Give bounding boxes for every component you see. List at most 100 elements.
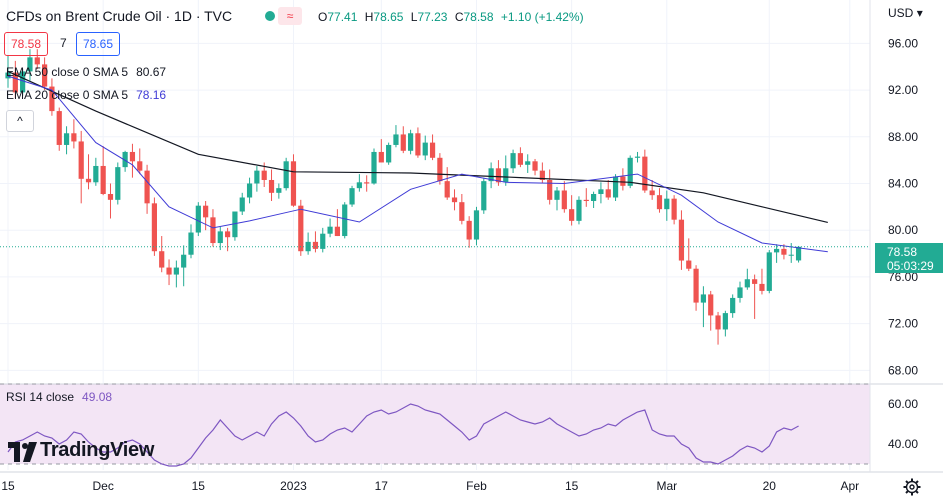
candle — [525, 154, 531, 173]
candle-body — [393, 134, 399, 145]
candle — [730, 294, 736, 318]
candle — [290, 154, 297, 207]
symbol-title[interactable]: CFDs on Brent Crude Oil · 1D · TVC — [6, 8, 233, 24]
candle-body — [422, 142, 428, 156]
price-tick-label: 68.00 — [888, 363, 918, 377]
candle-body — [774, 248, 780, 253]
rsi-label: RSI 14 close — [6, 390, 75, 404]
rsi-legend[interactable]: RSI 14 close 49.08 — [6, 390, 112, 404]
candle-body — [525, 161, 531, 165]
candle — [166, 259, 172, 286]
candle-body — [788, 254, 794, 256]
candle-body — [56, 111, 62, 145]
ohlc-readout: O77.41 H78.65 L77.23 C78.58 +1.10 (+1.42… — [318, 10, 584, 24]
price-axis[interactable]: 96.00 92.00 88.00 84.00 80.00 76.00 72.00 68.00 — [888, 36, 918, 377]
candle-body — [620, 176, 626, 186]
compare-icon[interactable]: ≈ — [278, 7, 302, 25]
candle-body — [722, 313, 728, 330]
candle-body — [298, 205, 304, 252]
candle — [678, 210, 685, 270]
candle-body — [730, 297, 736, 314]
candle-body — [473, 210, 480, 240]
candle — [5, 55, 11, 88]
candle — [298, 199, 304, 256]
candle-body — [246, 183, 253, 198]
candle — [437, 153, 443, 185]
candle — [78, 130, 84, 204]
candle — [708, 290, 714, 331]
candle-body — [232, 211, 238, 238]
candle — [305, 232, 311, 255]
collapse-legend-button[interactable]: ^ — [6, 110, 34, 132]
candle-body — [181, 254, 187, 268]
candle-body — [598, 189, 604, 194]
candle-body — [437, 157, 443, 182]
candle — [642, 149, 648, 193]
candle — [181, 245, 187, 287]
rsi-axis[interactable]: 60.00 40.00 — [888, 397, 918, 451]
indicator-ema50[interactable]: EMA 50 close 0 SMA 5 80.67 — [6, 65, 166, 79]
candle-body — [744, 279, 750, 288]
candle-body — [254, 170, 260, 184]
candle-body — [195, 205, 201, 233]
time-tick-label: 17 — [375, 479, 389, 493]
candle — [620, 168, 626, 191]
candle — [664, 190, 670, 221]
candle — [510, 149, 516, 173]
high-label: H — [364, 10, 374, 24]
candle-body — [151, 203, 157, 252]
candle — [481, 177, 487, 214]
candle-body — [766, 252, 772, 291]
candle-body — [327, 226, 333, 234]
candle — [34, 49, 40, 70]
candle — [63, 126, 70, 155]
time-axis[interactable]: 15 Dec 15 2023 17 Feb 15 Mar 20 Apr — [1, 479, 859, 493]
candle — [459, 193, 465, 225]
candle — [42, 57, 48, 91]
price-tick-label: 80.00 — [888, 223, 918, 237]
last-price-tag: 78.58 05:03:29 — [875, 243, 943, 273]
candle-body — [268, 179, 275, 193]
candle-body — [27, 57, 33, 72]
candle — [56, 107, 62, 151]
candle — [378, 139, 384, 163]
candle — [71, 119, 77, 149]
candle-body — [371, 151, 377, 184]
candle-body — [203, 205, 209, 218]
candle — [569, 195, 575, 226]
candle — [766, 250, 772, 294]
candle-body — [225, 231, 231, 238]
time-tick-label: 2023 — [280, 479, 307, 493]
candle-body — [386, 144, 392, 163]
candle — [312, 231, 319, 253]
candle — [693, 265, 699, 311]
candle — [451, 189, 458, 211]
candle — [429, 134, 436, 161]
candlestick-series — [5, 49, 802, 345]
indicator-ema50-label: EMA 50 close 0 SMA 5 — [6, 65, 129, 79]
candle-body — [356, 182, 362, 189]
candle-body — [408, 133, 414, 151]
candle — [371, 148, 377, 185]
candle-body — [503, 168, 509, 183]
candle-body — [283, 161, 289, 189]
pane-separator[interactable] — [0, 0, 943, 473]
time-tick-label: Apr — [840, 479, 859, 493]
market-status[interactable]: ≈ — [265, 7, 305, 25]
candle-body — [429, 142, 436, 158]
candle-body — [93, 165, 99, 183]
candle-body — [451, 197, 458, 203]
ema20-line — [7, 75, 828, 253]
candle — [49, 78, 55, 116]
sell-button[interactable]: 78.58 — [4, 32, 49, 56]
candle-body — [642, 156, 648, 191]
candle-body — [569, 209, 575, 221]
candle — [598, 182, 604, 204]
buy-button[interactable]: 78.65 — [76, 32, 121, 56]
indicator-ema20[interactable]: EMA 20 close 0 SMA 5 78.16 — [6, 88, 166, 102]
candle — [144, 164, 150, 214]
settings-gear-icon[interactable] — [903, 478, 921, 496]
candle-body — [400, 134, 406, 151]
currency-selector[interactable]: USD ▾ — [888, 6, 923, 20]
